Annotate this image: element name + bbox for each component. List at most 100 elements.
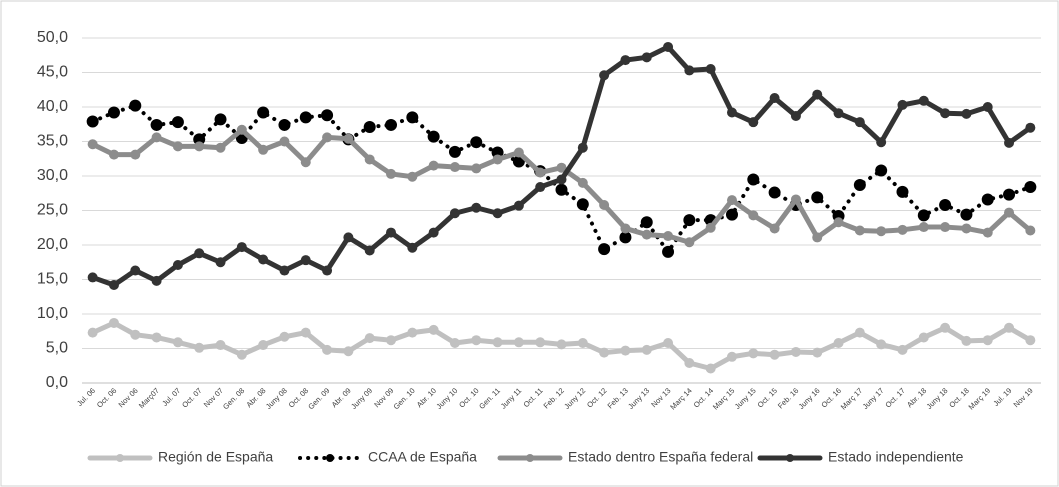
- data-point: [194, 342, 205, 353]
- y-tick-label: 15,0: [37, 271, 68, 288]
- data-point: [300, 255, 311, 266]
- data-point: [535, 337, 546, 348]
- data-point: [748, 348, 759, 359]
- data-point: [108, 317, 119, 328]
- data-point: [364, 154, 375, 165]
- data-point: [386, 227, 397, 238]
- data-point: [279, 136, 290, 147]
- data-point: [470, 136, 483, 149]
- data-point: [576, 198, 589, 211]
- data-point: [1025, 335, 1036, 346]
- data-point: [684, 357, 695, 368]
- data-point: [151, 275, 162, 286]
- data-point: [407, 171, 418, 182]
- data-point: [876, 339, 887, 350]
- data-point: [87, 327, 98, 338]
- data-point: [321, 109, 334, 122]
- data-point: [663, 231, 674, 242]
- legend-label: Región de España: [158, 449, 273, 465]
- data-point: [449, 208, 460, 219]
- data-point: [322, 132, 333, 143]
- data-point: [236, 242, 247, 253]
- data-point: [172, 141, 183, 152]
- y-tick-label: 45,0: [37, 64, 68, 81]
- data-point: [108, 280, 119, 291]
- data-point: [386, 335, 397, 346]
- y-tick-label: 25,0: [37, 202, 68, 219]
- data-point: [279, 331, 290, 342]
- y-tick-label: 0,0: [46, 374, 68, 391]
- data-point: [471, 335, 482, 346]
- data-point: [428, 324, 439, 335]
- data-point: [662, 245, 675, 258]
- data-point: [663, 337, 674, 348]
- data-point: [300, 157, 311, 168]
- data-point: [471, 163, 482, 174]
- data-point: [961, 223, 972, 234]
- data-point: [918, 95, 929, 106]
- data-point: [258, 144, 269, 155]
- data-point: [322, 344, 333, 355]
- data-point: [86, 115, 99, 128]
- data-point: [300, 327, 311, 338]
- data-point: [683, 214, 696, 227]
- data-point: [577, 177, 588, 188]
- data-point: [299, 111, 312, 124]
- data-point: [833, 217, 844, 228]
- data-point: [492, 154, 503, 165]
- data-point: [918, 222, 929, 233]
- data-point: [343, 133, 354, 144]
- data-point: [194, 248, 205, 259]
- data-point: [108, 149, 119, 160]
- data-point: [940, 222, 951, 233]
- data-point: [705, 222, 716, 233]
- data-point: [833, 108, 844, 119]
- data-point: [897, 224, 908, 235]
- data-point: [1025, 122, 1036, 133]
- data-point: [982, 102, 993, 112]
- data-point: [87, 139, 98, 150]
- data-point: [876, 137, 887, 148]
- data-point: [258, 340, 269, 351]
- data-point: [386, 168, 397, 179]
- data-point: [982, 227, 993, 238]
- y-tick-label: 10,0: [37, 305, 68, 322]
- legend-marker: [326, 454, 334, 462]
- data-point: [556, 162, 567, 173]
- data-point: [812, 232, 823, 243]
- data-point: [769, 223, 780, 234]
- data-point: [130, 149, 141, 160]
- data-point: [130, 265, 141, 276]
- data-point: [768, 186, 781, 199]
- data-point: [939, 198, 952, 211]
- data-point: [599, 347, 610, 358]
- data-point: [556, 174, 567, 185]
- data-point: [428, 160, 439, 171]
- y-tick-label: 40,0: [37, 98, 68, 115]
- data-point: [875, 164, 888, 177]
- data-point: [364, 333, 375, 344]
- data-point: [747, 173, 760, 186]
- data-point: [385, 118, 398, 131]
- data-point: [87, 272, 98, 283]
- data-point: [940, 108, 951, 119]
- data-point: [705, 64, 716, 75]
- data-point: [833, 337, 844, 348]
- data-point: [640, 216, 653, 229]
- data-point: [620, 55, 631, 66]
- data-point: [215, 257, 226, 268]
- data-point: [278, 118, 291, 131]
- data-point: [513, 337, 524, 348]
- data-point: [641, 344, 652, 355]
- data-point: [812, 347, 823, 358]
- data-point: [322, 265, 333, 276]
- data-point: [726, 351, 737, 362]
- data-point: [448, 145, 461, 158]
- data-point: [1004, 322, 1015, 333]
- data-point: [214, 113, 227, 126]
- data-point: [577, 142, 588, 153]
- data-point: [130, 329, 141, 340]
- y-tick-label: 35,0: [37, 133, 68, 150]
- data-point: [258, 254, 269, 265]
